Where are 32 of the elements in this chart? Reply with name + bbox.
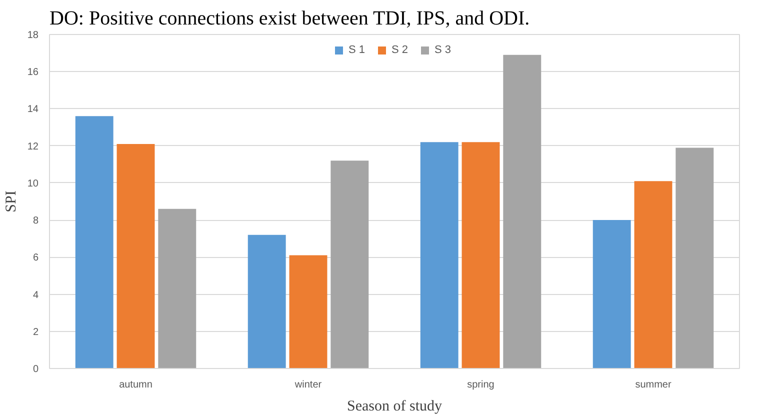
text: DO: Positive connections exist between TDI, IPS, and ODI. [50,8,530,30]
bar [676,148,714,368]
bar [330,160,369,368]
y-tick-label: 2 [32,326,39,338]
bar [75,116,114,368]
legend-label: S 3 [434,44,452,56]
bar [289,255,328,368]
bar [420,142,458,368]
legend-label: S 2 [392,44,410,56]
bar [462,142,500,368]
x-axis-title: Season of study [347,398,442,414]
legend-label: S 1 [348,44,366,56]
bar [634,181,672,368]
x-tick-label: autumn [119,380,152,390]
y-tick-label: 0 [32,364,39,375]
y-tick-label: 18 [27,30,39,41]
y-tick-label: 8 [32,216,39,227]
bar [116,144,155,368]
y-tick-label: 16 [27,67,39,78]
y-tick-label: 10 [27,178,39,190]
y-tick-label: 6 [32,252,39,264]
bar [503,54,542,368]
y-tick-label: 4 [32,290,39,301]
bar [248,234,286,368]
y-tick-label: 12 [27,141,39,152]
y-axis-title: SPI [3,190,20,212]
bar [592,220,631,368]
x-tick-label: winter [294,380,322,390]
y-tick-label: 14 [27,104,39,116]
x-tick-label: spring [467,380,494,390]
x-tick-label: summer [635,380,672,390]
bar [158,208,196,368]
